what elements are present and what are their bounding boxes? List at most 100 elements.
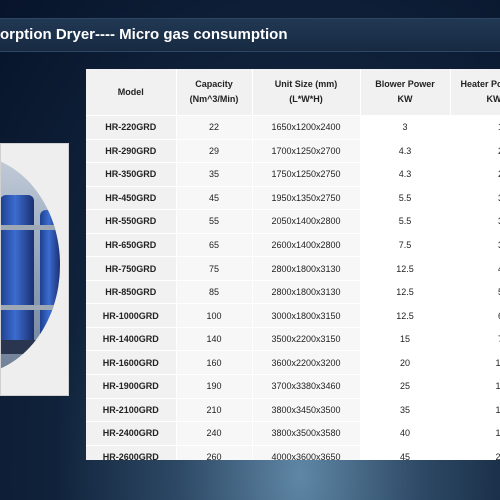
cell-blower-power: 15 (360, 327, 451, 352)
cell-blower-power: 12.5 (360, 256, 451, 281)
cell-model: HR-2400GRD (86, 421, 177, 446)
cell-heater-power: 130 (450, 374, 500, 399)
cell-model: HR-1900GRD (86, 374, 177, 399)
cell-model: HR-650GRD (86, 233, 177, 258)
cell-capacity: 140 (176, 327, 253, 352)
cell-heater-power: 12 (450, 115, 500, 140)
cell-capacity: 55 (176, 209, 253, 234)
cell-blower-power: 5.5 (360, 209, 451, 234)
cell-heater-power: 108 (450, 350, 500, 376)
header-unit-size: Unit Size (mm) (L*W*H) (252, 69, 361, 116)
cell-model: HR-290GRD (86, 139, 177, 164)
cell-heater-power: 60 (450, 303, 500, 328)
cell-heater-power: 50 (450, 280, 500, 305)
table-row: HR-1600GRD1603600x2200x320020108 (86, 350, 500, 376)
cell-capacity: 29 (176, 139, 253, 164)
cell-model: HR-1000GRD (86, 303, 177, 328)
cell-blower-power: 35 (360, 398, 451, 423)
cell-heater-power: 150 (450, 398, 500, 423)
cell-capacity: 260 (176, 445, 253, 460)
cell-capacity: 65 (176, 233, 253, 258)
header-capacity: Capacity (Nm^3/Min) (176, 69, 253, 116)
cell-heater-power: 25 (450, 162, 500, 187)
table-row: HR-2100GRD2103800x3450x350035150 (86, 398, 500, 423)
cell-unit-size: 3500x2200x3150 (252, 327, 361, 352)
cell-model: HR-1600GRD (86, 350, 177, 376)
cell-capacity: 210 (176, 398, 253, 423)
cell-blower-power: 12.5 (360, 280, 451, 305)
cell-model: HR-550GRD (86, 209, 177, 234)
cell-model: HR-450GRD (86, 186, 177, 211)
table-row: HR-220GRD221650x1200x2400312 (86, 115, 500, 140)
cell-capacity: 35 (176, 162, 253, 187)
cell-heater-power: 30 (450, 186, 500, 211)
cell-model: HR-750GRD (86, 256, 177, 281)
product-photo (0, 143, 69, 396)
table-row: HR-2600GRD2604000x3600x365045200 (86, 445, 500, 460)
cell-unit-size: 4000x3600x3650 (252, 445, 361, 460)
cell-capacity: 190 (176, 374, 253, 399)
cell-capacity: 100 (176, 303, 253, 328)
cell-unit-size: 1750x1250x2750 (252, 162, 361, 187)
cell-model: HR-350GRD (86, 162, 177, 187)
spec-table-panel: Model Capacity (Nm^3/Min) Unit Size (mm)… (86, 69, 500, 460)
cell-model: HR-2600GRD (86, 445, 177, 460)
cell-blower-power: 5.5 (360, 186, 451, 211)
cell-blower-power: 4.3 (360, 162, 451, 187)
cell-blower-power: 25 (360, 374, 451, 399)
cell-unit-size: 1950x1350x2750 (252, 186, 361, 211)
adsorption-dryer-photo (0, 155, 60, 375)
cell-unit-size: 3000x1800x3150 (252, 303, 361, 328)
cell-blower-power: 45 (360, 445, 451, 460)
cell-heater-power: 36 (450, 233, 500, 258)
cell-heater-power: 48 (450, 256, 500, 281)
dryer-base (0, 340, 60, 354)
cell-unit-size: 3800x3500x3580 (252, 421, 361, 446)
cell-unit-size: 1650x1200x2400 (252, 115, 361, 140)
spec-table: Model Capacity (Nm^3/Min) Unit Size (mm)… (86, 69, 500, 460)
cell-heater-power: 20 (450, 139, 500, 164)
cell-blower-power: 12.5 (360, 303, 451, 328)
cell-heater-power: 30 (450, 209, 500, 234)
cell-unit-size: 2600x1400x2800 (252, 233, 361, 258)
cell-blower-power: 20 (360, 350, 451, 376)
table-row: HR-1900GRD1903700x3380x346025130 (86, 374, 500, 399)
table-row: HR-1400GRD1403500x2200x31501575 (86, 327, 500, 352)
table-row: HR-2400GRD2403800x3500x358040180 (86, 421, 500, 446)
cell-unit-size: 2800x1800x3130 (252, 256, 361, 281)
cell-unit-size: 1700x1250x2700 (252, 139, 361, 164)
header-blower-power: Blower Power KW (360, 69, 451, 116)
cell-model: HR-1400GRD (86, 327, 177, 352)
title-bar: orption Dryer---- Micro gas consumption (0, 18, 500, 52)
dryer-pipe (0, 305, 60, 310)
cell-blower-power: 40 (360, 421, 451, 446)
cell-model: HR-220GRD (86, 115, 177, 140)
cell-unit-size: 3600x2200x3200 (252, 350, 361, 376)
cell-capacity: 240 (176, 421, 253, 446)
cell-capacity: 75 (176, 256, 253, 281)
cell-blower-power: 4.3 (360, 139, 451, 164)
cell-model: HR-2100GRD (86, 398, 177, 423)
cell-unit-size: 2800x1800x3130 (252, 280, 361, 305)
header-model: Model (86, 69, 177, 116)
dryer-tank (0, 195, 34, 345)
cell-heater-power: 180 (450, 421, 500, 446)
cell-capacity: 85 (176, 280, 253, 305)
dryer-pipe (0, 225, 60, 230)
cell-capacity: 45 (176, 186, 253, 211)
cell-model: HR-850GRD (86, 280, 177, 305)
cell-unit-size: 3700x3380x3460 (252, 374, 361, 399)
header-heater-power: Heater Po KW (450, 69, 500, 116)
cell-blower-power: 3 (360, 115, 451, 140)
cell-heater-power: 75 (450, 327, 500, 352)
cell-blower-power: 7.5 (360, 233, 451, 258)
cell-heater-power: 200 (450, 445, 500, 460)
cell-unit-size: 3800x3450x3500 (252, 398, 361, 423)
